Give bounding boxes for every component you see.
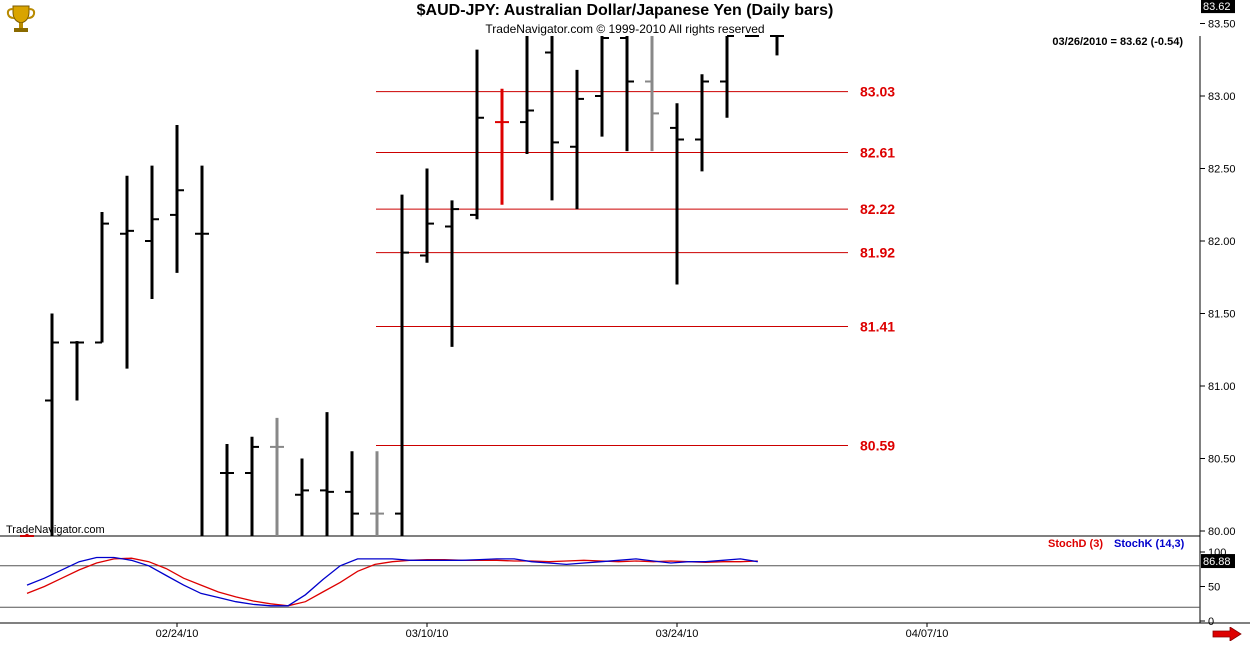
price-tick-82.50: 82.50 <box>1208 164 1236 176</box>
date-tick-02/24/10: 02/24/10 <box>156 628 199 640</box>
copyright-notice: TradeNavigator.com © 1999-2010 All right… <box>485 22 765 36</box>
level-label-81.92: 81.92 <box>860 245 895 261</box>
price-tick-81.50: 81.50 <box>1208 309 1236 321</box>
stochd-legend: StochD (3) <box>1048 538 1103 550</box>
last-price-label: 83.62 <box>1203 1 1231 13</box>
watermark: TradeNavigator.com <box>6 524 105 536</box>
level-label-82.22: 82.22 <box>860 201 895 217</box>
price-tick-81.00: 81.00 <box>1208 381 1236 393</box>
price-tick-83.00: 83.00 <box>1208 91 1236 103</box>
right-arrow-icon[interactable] <box>1212 626 1242 642</box>
price-tick-80.00: 80.00 <box>1208 526 1236 538</box>
price-tick-82.00: 82.00 <box>1208 236 1236 248</box>
stochk-legend: StochK (14,3) <box>1114 538 1185 550</box>
last-price-box <box>1201 0 1235 14</box>
level-label-82.61: 82.61 <box>860 145 895 161</box>
level-label-81.41: 81.41 <box>860 319 895 335</box>
price-bars <box>20 35 784 537</box>
price-levels: 86.5686.2285.5985.1084.9184.4683.0382.61… <box>376 84 895 453</box>
stoch-last-box <box>1201 554 1235 569</box>
price-tick-80.50: 80.50 <box>1208 454 1236 466</box>
series-StochD (3) <box>26 557 758 607</box>
series-StochK (14,3) <box>26 556 758 607</box>
date-tick-03/10/10: 03/10/10 <box>406 628 449 640</box>
price-tick-83.50: 83.50 <box>1208 19 1236 31</box>
date-tick-04/07/10: 04/07/10 <box>906 628 949 640</box>
stoch-tick-50: 50 <box>1208 582 1220 594</box>
stoch-tick-0: 0 <box>1208 616 1214 628</box>
trophy-icon[interactable] <box>4 2 38 36</box>
price-axis: 80.00 80.50 81.00 81.50 82.00 82.50 83.00 83.50… <box>1200 0 1236 538</box>
date-tick-03/24/10: 03/24/10 <box>656 628 699 640</box>
last-price-readout: 03/26/2010 = 83.62 (-0.54) <box>1052 36 1183 48</box>
date-axis: 02/24/10 03/10/10 03/24/10 04/07/10 <box>156 623 949 640</box>
stoch-last-label: 86.88 <box>1203 556 1231 568</box>
chart-frame <box>0 36 1250 624</box>
level-label-80.59: 80.59 <box>860 437 895 453</box>
level-label-83.03: 83.03 <box>860 84 895 100</box>
chart-title: $AUD-JPY: Australian Dollar/Japanese Yen… <box>416 2 834 19</box>
